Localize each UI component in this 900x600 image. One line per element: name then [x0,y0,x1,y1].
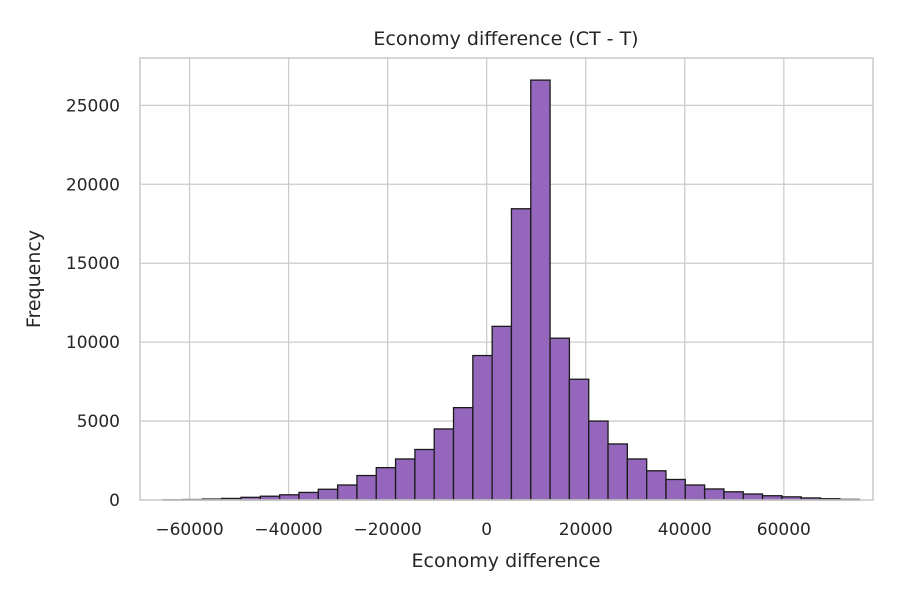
x-tick-label: 40000 [658,520,712,540]
histogram-bar [549,337,571,501]
chart-title: Economy difference (CT - T) [373,28,638,50]
histogram-bar [336,484,358,501]
histogram-bar [452,407,474,501]
histogram-bar [356,474,377,501]
histogram-bar [433,428,455,501]
x-axis-label: Economy difference [412,550,601,572]
histogram-bar [723,491,744,501]
histogram-bar [684,484,706,501]
histogram-bar [375,466,397,501]
x-tick-label: −60000 [155,520,223,540]
x-tick-label: 0 [481,520,492,540]
histogram-bar [646,470,667,501]
histogram-bar [394,458,416,501]
histogram-bar [491,325,513,501]
histogram-bar [510,208,532,501]
histogram-bar [472,354,493,501]
y-axis-label: Frequency [23,230,45,328]
bars [163,79,860,501]
x-tick-label: 60000 [757,520,811,540]
histogram-bar [568,378,590,501]
histogram-bar [626,458,648,501]
histogram-bar [298,491,319,501]
histogram-bar [530,79,551,501]
tick-labels: −60000 −40000 −20000 0 20000 40000 60000 0 5000 1… [66,96,811,540]
y-tick-label: 5000 [77,412,120,432]
y-tick-label: 10000 [66,333,120,353]
histogram-bar [588,420,609,501]
y-tick-label: 20000 [66,175,120,195]
histogram-bar [665,478,686,501]
histogram-bar [317,488,339,501]
y-tick-label: 0 [109,491,120,511]
plot-frame [139,57,874,501]
x-tick-label: −40000 [254,520,322,540]
x-tick-label: 20000 [559,520,613,540]
y-tick-label: 15000 [66,254,120,274]
x-tick-label: −20000 [353,520,421,540]
histogram-bar [414,448,435,501]
histogram-bar [703,488,725,501]
histogram-bar [742,493,764,501]
y-tick-label: 25000 [66,96,120,116]
histogram-bar [607,443,628,501]
